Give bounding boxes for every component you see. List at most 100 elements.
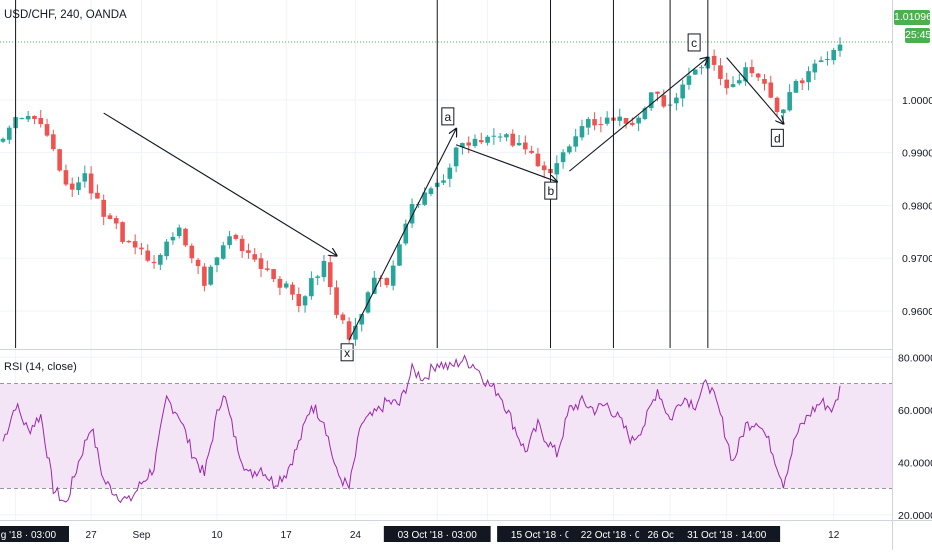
candle-body	[441, 180, 446, 183]
candle-body	[523, 142, 528, 150]
candle-body	[290, 284, 295, 295]
candle-body	[63, 170, 69, 185]
candle-body	[95, 192, 100, 199]
time-axis-pill	[0, 526, 69, 542]
candle-body	[428, 188, 434, 194]
pattern-label-box	[544, 181, 558, 200]
candle-body	[390, 265, 396, 286]
pattern-arrow	[103, 112, 337, 256]
candle-body	[560, 152, 566, 163]
vertical-markers-layer	[15, 0, 709, 348]
candle-body	[409, 204, 415, 224]
candle-body	[762, 79, 767, 84]
candle-body	[497, 136, 503, 138]
candle-body	[718, 65, 723, 79]
pattern-label-x: x	[344, 346, 350, 360]
candle-body	[674, 97, 679, 104]
candle-body	[38, 117, 44, 125]
candle-body	[510, 133, 516, 146]
price-badge-value: 1.01096	[894, 11, 932, 23]
pattern-arrow	[569, 58, 707, 172]
rsi-axis-label: 80.0000	[898, 352, 932, 364]
candle-body	[76, 182, 81, 191]
candle-body	[460, 143, 465, 148]
candle-body	[101, 199, 106, 217]
candle-body	[686, 75, 692, 85]
time-axis-label: 31 Oct '18 · 14:00	[687, 530, 767, 541]
time-axis-label: 24	[350, 530, 362, 541]
time-axis-label: Sep	[133, 530, 151, 541]
candle-body	[51, 134, 56, 150]
candle-body	[239, 238, 245, 252]
candle-body	[25, 115, 31, 120]
candle-body	[88, 173, 94, 194]
candle-body	[768, 82, 774, 98]
candle-body	[806, 71, 811, 83]
candle-body	[57, 149, 62, 171]
candle-body	[743, 67, 748, 82]
time-axis-label: 17	[281, 530, 293, 541]
rsi-line	[2, 354, 841, 504]
candle-body	[195, 259, 201, 267]
candle-body	[623, 117, 629, 124]
candle-body	[246, 250, 251, 253]
candle-body	[202, 266, 207, 286]
candle-body	[781, 109, 786, 114]
time-axis-pill	[673, 526, 781, 542]
candle-body	[0, 138, 6, 142]
candle-body	[818, 60, 824, 63]
pattern-arrow	[348, 129, 456, 341]
candle-body	[227, 236, 232, 246]
candle-body	[799, 80, 805, 84]
candle-body	[529, 150, 534, 153]
candle-body	[491, 135, 497, 137]
pattern-label-a: a	[444, 110, 451, 124]
candle-body	[183, 228, 188, 246]
candle-body	[139, 247, 144, 250]
candle-body	[69, 183, 75, 190]
time-axis-label: 26 Oct '18	[647, 530, 693, 541]
candle-body	[831, 49, 837, 61]
pattern-label-d: d	[774, 131, 781, 145]
time-axis-label: 8	[485, 530, 491, 541]
candle-body	[661, 95, 667, 107]
candle-body	[837, 44, 843, 51]
candle-body	[176, 227, 182, 237]
candle-body	[214, 257, 220, 266]
candle-body	[340, 314, 346, 321]
time-axis-label: 10	[211, 530, 223, 541]
candle-body	[648, 92, 654, 109]
candle-body	[397, 244, 402, 266]
candle-body	[755, 73, 761, 78]
candle-body	[774, 97, 780, 112]
candle-body	[19, 118, 25, 120]
candle-body	[258, 258, 264, 269]
candle-body	[541, 165, 547, 171]
candle-body	[315, 276, 320, 278]
candle-body	[422, 192, 427, 205]
candle-body	[516, 142, 522, 146]
pattern-label-box	[441, 107, 455, 126]
candle-body	[453, 147, 459, 167]
candle-body	[220, 245, 226, 259]
candle-body	[271, 269, 276, 280]
rsi-axis-label: 20.0000	[898, 510, 932, 522]
candle-body	[730, 84, 736, 87]
time-axis-pill	[383, 526, 491, 542]
candle-body	[636, 117, 641, 124]
pattern-layer[interactable]: x a b c d	[103, 33, 784, 362]
candle-body	[32, 115, 37, 120]
candle-body	[585, 119, 591, 128]
candle-body	[233, 234, 239, 239]
price-axis-label: 0.96000	[902, 306, 932, 318]
candle-body	[151, 261, 157, 264]
candle-body	[403, 223, 409, 244]
candle-body	[334, 287, 339, 315]
candle-body	[277, 278, 283, 288]
pattern-label-box	[340, 343, 354, 362]
candle-body	[372, 277, 377, 294]
